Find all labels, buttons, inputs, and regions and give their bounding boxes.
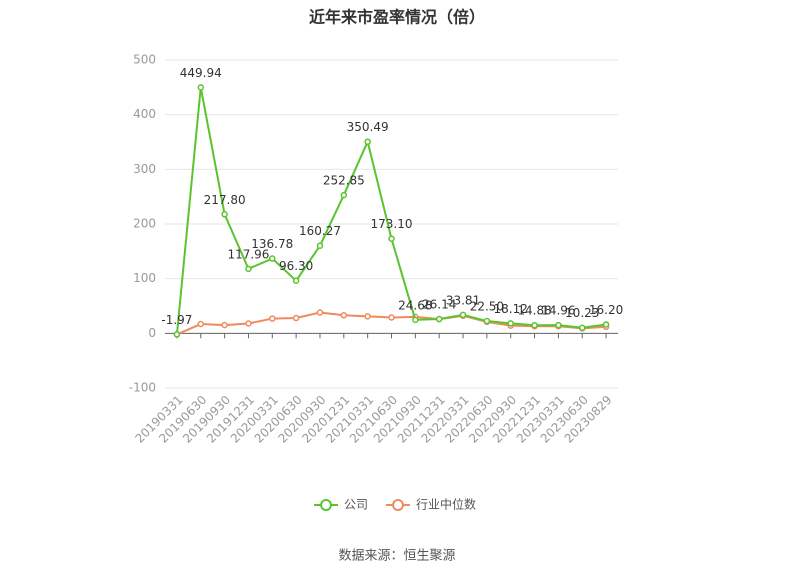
series-line <box>175 87 607 335</box>
data-point <box>245 320 252 327</box>
data-label: 136.78 <box>251 237 293 251</box>
chart-title: 近年来市盈率情况（倍） <box>309 8 485 27</box>
data-label: 449.94 <box>180 66 222 80</box>
data-label: 10.23 <box>565 306 599 320</box>
data-point <box>292 314 300 322</box>
data-label: 22.50 <box>470 300 504 314</box>
data-point <box>340 312 348 319</box>
data-point <box>459 311 467 319</box>
data-label: 173.10 <box>371 217 413 231</box>
y-tick-label: 0 <box>148 326 156 340</box>
legend-marker <box>320 499 332 511</box>
data-label: 117.96 <box>227 247 269 261</box>
source-note: 数据来源：恒生聚源 <box>338 549 455 564</box>
data-label: 160.27 <box>299 224 341 238</box>
y-tick-label: 200 <box>133 217 156 231</box>
data-label: 252.85 <box>323 174 365 188</box>
y-tick-label: 300 <box>133 162 156 176</box>
data-label: 96.30 <box>279 259 313 273</box>
data-point <box>316 309 324 316</box>
data-point <box>388 314 395 321</box>
data-label: -1.97 <box>161 313 192 327</box>
data-point <box>292 277 300 284</box>
data-point <box>316 242 324 249</box>
data-label: 217.80 <box>204 193 246 207</box>
data-label: 14.88 <box>517 304 551 318</box>
data-label: 16.20 <box>589 303 623 317</box>
data-point <box>531 321 538 329</box>
data-label: 18.12 <box>494 302 528 316</box>
data-point <box>245 265 252 273</box>
data-label: 24.68 <box>398 298 432 312</box>
data-point <box>221 321 228 329</box>
data-point <box>412 316 419 324</box>
data-point <box>578 324 586 331</box>
y-tick-label: 100 <box>133 271 156 285</box>
data-point <box>507 320 514 327</box>
data-point <box>221 211 228 218</box>
data-label: 350.49 <box>347 120 389 134</box>
y-tick-label: -100 <box>129 381 156 395</box>
data-label: 14.96 <box>541 304 575 318</box>
data-point <box>340 191 348 199</box>
legend-label: 行业中位数 <box>416 497 476 512</box>
data-point <box>602 321 610 328</box>
y-tick-label: 500 <box>133 53 156 67</box>
data-point <box>483 317 491 325</box>
data-label: 26.14 <box>422 298 456 312</box>
data-point <box>197 84 205 91</box>
legend-label: 公司 <box>344 498 368 512</box>
data-point <box>435 315 443 323</box>
data-point <box>269 315 276 322</box>
data-point <box>173 331 181 338</box>
data-point <box>364 138 371 145</box>
legend-marker <box>392 499 405 511</box>
y-tick-label: 400 <box>133 107 156 121</box>
data-label: 33.81 <box>446 293 480 307</box>
data-point <box>197 320 205 328</box>
data-point <box>555 321 562 329</box>
data-point <box>388 235 395 242</box>
data-point <box>364 313 371 320</box>
data-point <box>269 255 276 262</box>
